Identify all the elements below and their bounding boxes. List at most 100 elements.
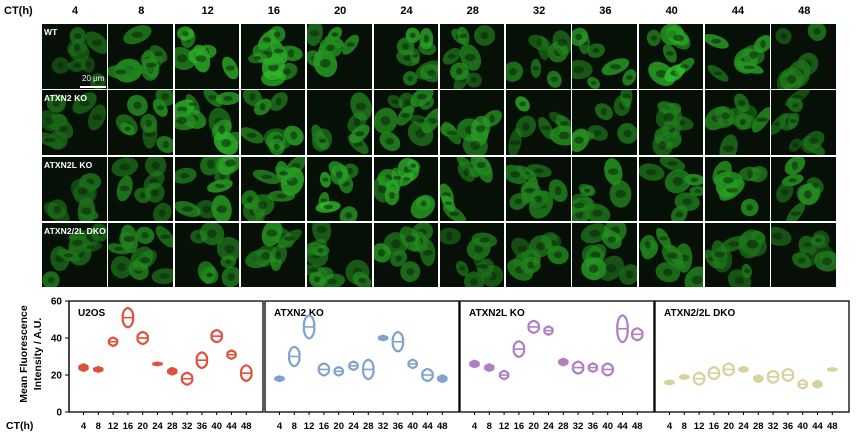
micrograph-tile [373, 222, 438, 288]
x-tick-label: 36 [393, 421, 404, 432]
x-tick-label: 16 [123, 421, 134, 432]
panel-frame [264, 300, 460, 413]
x-tick-label: 24 [543, 421, 554, 432]
micrograph-tile [572, 156, 637, 222]
x-tick-label: 40 [211, 421, 222, 432]
x-tick-label: 4 [277, 421, 283, 432]
micrograph-tile [174, 156, 240, 222]
y-tick-label: 0 [56, 408, 62, 419]
micrograph-tile [108, 24, 173, 89]
panel-title: ATXN2L KO [469, 308, 525, 319]
y-tick-label: 60 [51, 297, 63, 308]
micrograph-tile [240, 90, 306, 155]
micrograph-tile [108, 222, 173, 288]
x-tick-label: 36 [197, 421, 208, 432]
micrograph-tile [240, 222, 306, 288]
x-tick-label: 36 [588, 421, 599, 432]
x-tick-label: 12 [108, 421, 119, 432]
x-tick-label: 8 [682, 421, 687, 432]
micrograph-tile [42, 24, 107, 89]
row-label: ATXN2L KO [44, 159, 93, 170]
y-tick-label: 40 [51, 334, 63, 345]
timepoint-header: 32 [532, 5, 546, 17]
x-tick-label: 20 [333, 421, 344, 432]
x-tick-label: 8 [487, 421, 492, 432]
x-tick-label: 44 [617, 421, 628, 432]
micrograph-tile [42, 90, 107, 155]
micrograph-tile [572, 222, 637, 288]
micrograph-tile [439, 156, 505, 222]
x-tick-label: 44 [422, 421, 433, 432]
timepoint-header: 20 [334, 5, 347, 17]
micrograph-tile [705, 90, 770, 155]
micrograph-tile [174, 90, 240, 155]
x-tick-label: 20 [528, 421, 539, 432]
x-tick-label: 24 [348, 421, 359, 432]
x-tick-label: 28 [558, 421, 569, 432]
panel-title: ATXN2 KO [274, 308, 324, 319]
micrograph-tile [506, 156, 571, 222]
micrograph-tile [439, 90, 505, 155]
x-tick-label: 12 [694, 421, 705, 432]
x-tick-label: 44 [226, 421, 237, 432]
micrograph-tile [42, 222, 107, 288]
scale-bar [80, 86, 106, 88]
x-tick-label: 44 [812, 421, 823, 432]
x-tick-label: 12 [499, 421, 510, 432]
micrograph-tile [506, 90, 571, 155]
micrograph-tile [771, 90, 836, 155]
panel-frame [459, 300, 655, 413]
x-tick-label: 16 [514, 421, 525, 432]
y-axis-title-line2: Intensity / A.U. [32, 318, 44, 391]
x-tick-label: 4 [81, 421, 87, 432]
timepoint-header: 4 [71, 5, 79, 17]
micrograph-tile [572, 90, 637, 155]
micrograph-tile [439, 222, 505, 288]
timepoint-header: 8 [138, 5, 145, 17]
x-tick-label: 48 [632, 421, 643, 432]
x-tick-label: 24 [738, 421, 749, 432]
x-tick-label: 48 [241, 421, 252, 432]
micrograph-tile [771, 222, 836, 288]
micrograph-tile [373, 90, 438, 155]
micrograph-tile [307, 156, 372, 222]
timepoint-header: 36 [599, 5, 612, 17]
x-tick-label: 20 [723, 421, 734, 432]
timepoint-header: 40 [665, 5, 678, 17]
micrograph-tile [240, 156, 306, 222]
x-tick-label: 12 [304, 421, 315, 432]
x-tick-label: 48 [437, 421, 448, 432]
micrograph-tile [638, 222, 704, 288]
row-label: WT [44, 27, 58, 37]
micrograph-tile [771, 24, 836, 89]
micrograph-grid [42, 24, 838, 288]
micrograph-tile [572, 24, 637, 89]
micrograph-tile [108, 90, 173, 155]
micrograph-tile [307, 24, 372, 89]
x-tick-label: 4 [667, 421, 673, 432]
x-tick-label: 40 [407, 421, 418, 432]
panel-title: ATXN2/2L DKO [664, 308, 736, 319]
x-tick-label: 32 [573, 421, 584, 432]
x-tick-label: 40 [797, 421, 808, 432]
x-tick-label: 40 [602, 421, 613, 432]
x-tick-label: 4 [472, 421, 478, 432]
micrograph-tile [506, 24, 571, 89]
x-tick-label: 48 [827, 421, 838, 432]
x-tick-label: 20 [137, 421, 148, 432]
micrograph-tile [439, 24, 505, 89]
micrograph-tile [373, 24, 438, 89]
timepoint-header: 28 [466, 5, 479, 17]
timepoint-header: 24 [400, 5, 413, 17]
timepoint-header: 16 [267, 5, 281, 17]
y-axis-title-line1: Mean Fluorescence [18, 305, 30, 403]
scale-bar-label: 20 μm [82, 74, 105, 83]
x-tick-label: 8 [96, 421, 101, 432]
timepoint-header: 48 [798, 5, 811, 17]
micrograph-tile [705, 156, 770, 222]
y-tick-label: 20 [51, 371, 63, 382]
micrograph-tile [705, 24, 770, 89]
micrograph-tile [108, 156, 173, 222]
row-label: ATXN2/2L DKO [44, 225, 106, 236]
